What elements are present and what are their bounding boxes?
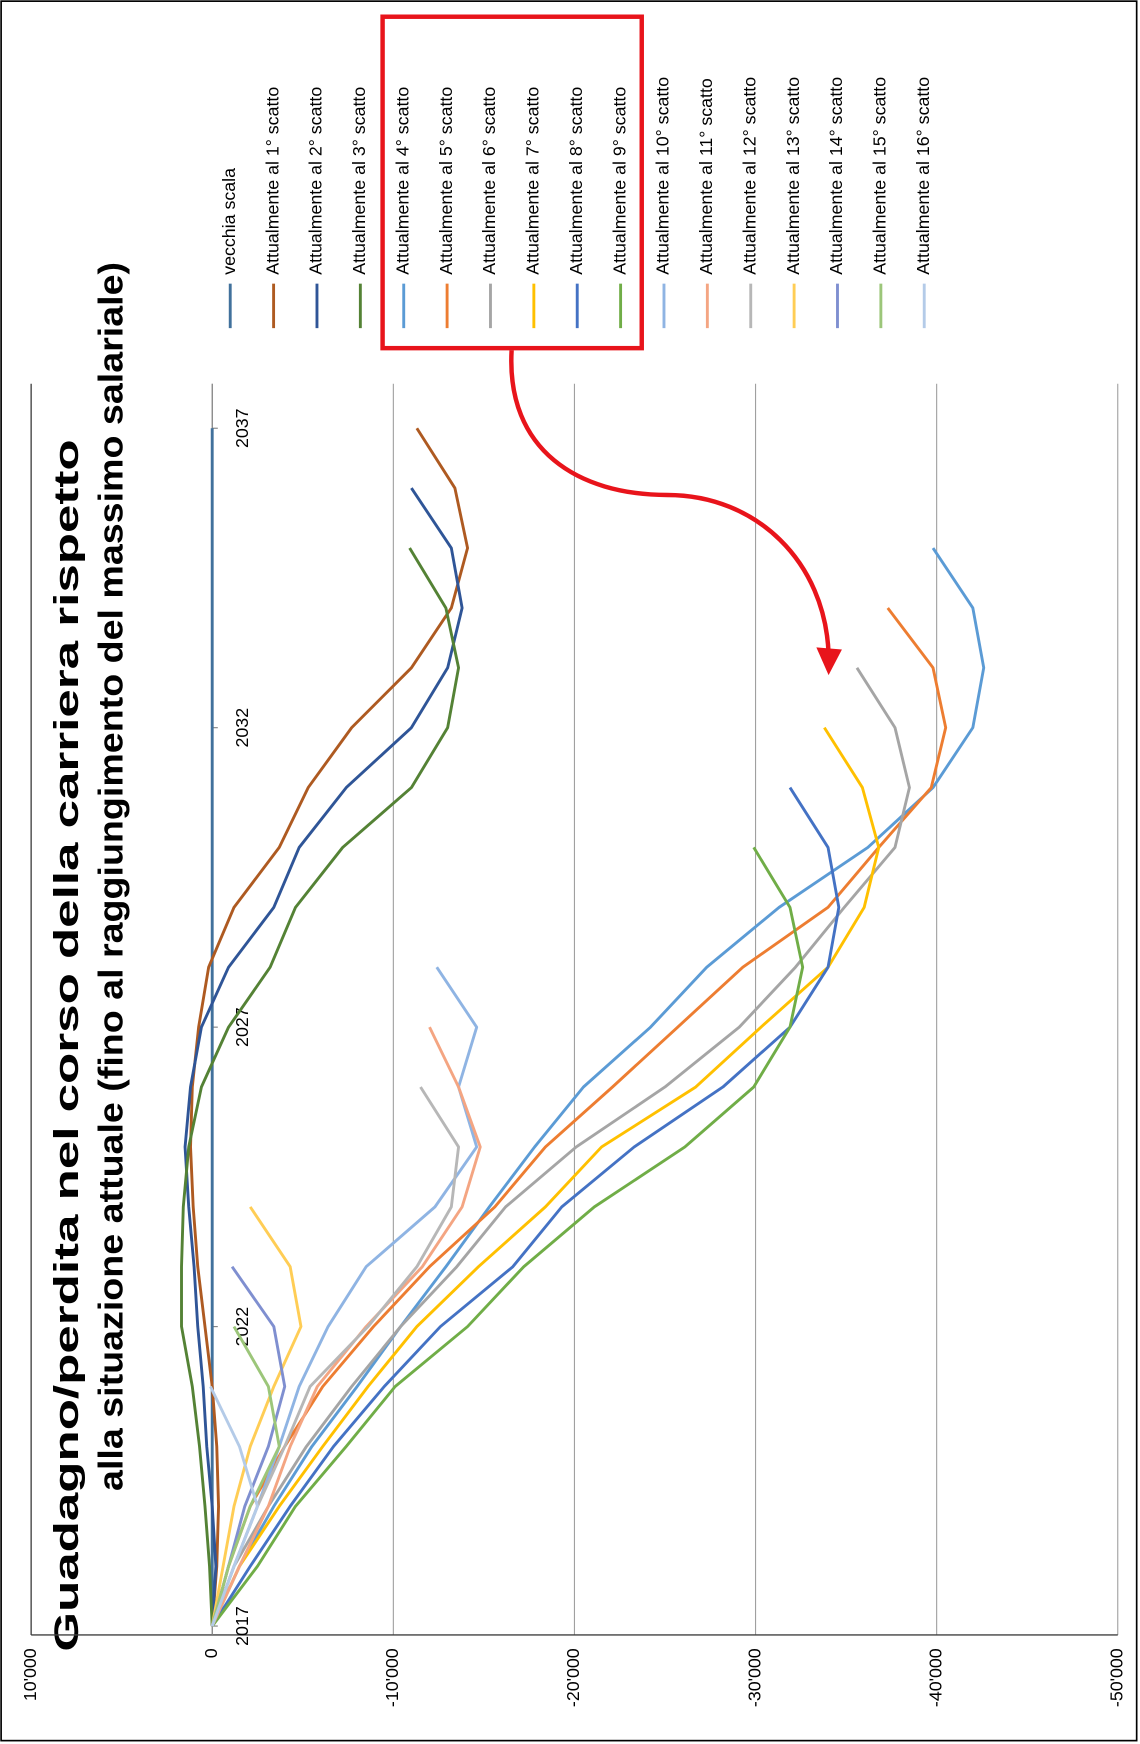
legend-label: Attualmente al 11° scatto xyxy=(696,78,716,275)
legend-label: Attualmente al 6° scatto xyxy=(479,87,499,275)
chart-subtitle: alla situazione attuale (fino al raggiun… xyxy=(93,262,131,1491)
legend-label: Attualmente al 10° scatto xyxy=(653,77,673,275)
legend-label: Attualmente al 8° scatto xyxy=(566,87,586,275)
x-tick-label: 2027 xyxy=(232,1007,252,1047)
highlight-arrow xyxy=(509,350,831,655)
series-line xyxy=(183,487,464,1627)
legend-label: Attualmente al 16° scatto xyxy=(913,77,933,275)
series-line xyxy=(210,786,841,1627)
legend-label: Attualmente al 13° scatto xyxy=(783,77,803,275)
y-tick-label: 10'000 xyxy=(20,1648,40,1701)
series-line xyxy=(210,1325,281,1627)
legend-label: Attualmente al 15° scatto xyxy=(870,77,890,275)
y-tick-label: 0 xyxy=(201,1648,221,1658)
series-line xyxy=(210,547,986,1627)
chart-title: Guadagno/perdita nel corso della carrier… xyxy=(48,439,86,1651)
legend-label: Attualmente al 12° scatto xyxy=(739,77,759,275)
x-tick-label: 2032 xyxy=(232,708,252,748)
legend-label: Attualmente al 7° scatto xyxy=(523,87,543,275)
chart-frame: Guadagno/perdita nel corso della carrier… xyxy=(20,77,1127,1707)
x-tick-label: 2022 xyxy=(232,1307,252,1347)
legend-label: Attualmente al 4° scatto xyxy=(392,87,412,275)
highlight-box xyxy=(380,14,644,351)
y-tick-label: -40'000 xyxy=(925,1648,945,1707)
x-tick-label: 2017 xyxy=(232,1606,252,1646)
series-line xyxy=(210,726,881,1627)
y-tick-label: -50'000 xyxy=(1106,1648,1126,1707)
legend-label: Attualmente al 14° scatto xyxy=(826,77,846,275)
legend-label: Attualmente al 5° scatto xyxy=(436,87,456,275)
y-tick-label: -30'000 xyxy=(744,1648,764,1707)
series-line xyxy=(209,1385,259,1627)
legend-label: Attualmente al 9° scatto xyxy=(609,87,629,275)
legend-label: vecchia scala xyxy=(219,168,239,275)
series-line xyxy=(210,667,911,1627)
series-line xyxy=(211,846,805,1627)
series-line xyxy=(210,1206,303,1627)
y-tick-label: -10'000 xyxy=(382,1648,402,1707)
series-line xyxy=(180,547,461,1627)
legend-label: Attualmente al 1° scatto xyxy=(262,87,282,275)
arrow-head xyxy=(816,647,842,676)
series-line xyxy=(189,427,470,1627)
legend-label: Attualmente al 3° scatto xyxy=(349,87,369,275)
y-tick-label: -20'000 xyxy=(563,1648,583,1707)
x-tick-label: 2037 xyxy=(232,408,252,448)
legend-label: Attualmente al 2° scatto xyxy=(306,87,326,275)
